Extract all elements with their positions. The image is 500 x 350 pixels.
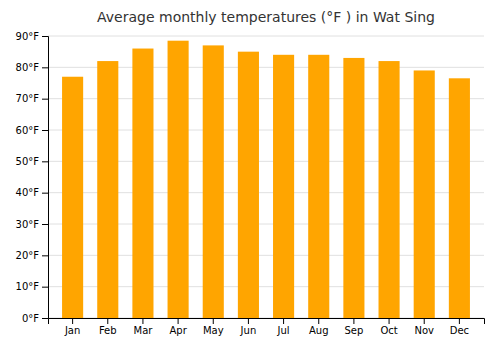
- tick-mark: [424, 318, 425, 324]
- bar: [308, 55, 329, 318]
- tick-label: 0°F: [22, 313, 39, 324]
- x-tick: Jan: [64, 318, 80, 336]
- tick-label: 90°F: [16, 31, 40, 42]
- x-tick: Nov: [414, 318, 434, 336]
- x-tick: Jun: [240, 318, 257, 336]
- tick-mark: [248, 318, 249, 324]
- x-tick: Feb: [99, 318, 117, 336]
- tick-mark: [107, 318, 108, 324]
- chart: Jan Feb Mar Apr May Jun Jul Aug Sep Oct Nov Dec 0°F 1…: [0, 0, 500, 350]
- tick-label: Jan: [64, 325, 80, 336]
- x-tick: May: [203, 318, 224, 336]
- bar: [132, 49, 153, 318]
- tick-label: Feb: [99, 325, 117, 336]
- y-tick: 80°F: [16, 62, 48, 73]
- tick-mark: [142, 318, 143, 324]
- tick-label: 70°F: [16, 93, 40, 104]
- tick-label: Dec: [450, 325, 469, 336]
- bar: [449, 78, 470, 318]
- y-tick: 20°F: [16, 250, 48, 261]
- y-tick: 40°F: [16, 187, 48, 198]
- y-tick: 10°F: [16, 281, 48, 292]
- x-tick: Dec: [450, 318, 469, 336]
- plot: Jan Feb Mar Apr May Jun Jul Aug Sep Oct Nov Dec 0°F 1…: [16, 31, 485, 336]
- bar: [203, 45, 224, 318]
- tick-label: Nov: [414, 325, 434, 336]
- grid-line: [48, 36, 484, 37]
- x-tick: Sep: [344, 318, 363, 336]
- bar: [273, 55, 294, 318]
- tick-mark: [42, 287, 48, 288]
- tick-label: Jul: [277, 325, 290, 336]
- tick-mark: [42, 67, 48, 68]
- bar: [238, 52, 259, 318]
- tick-label: 30°F: [16, 219, 40, 230]
- y-tick: 60°F: [16, 125, 48, 136]
- y-axis: 0°F 10°F 20°F 30°F 40°F 50°F 60°F 70°F 80°F 90°F: [16, 31, 49, 324]
- bar: [379, 61, 400, 318]
- tick-mark: [42, 224, 48, 225]
- tick-mark: [459, 318, 460, 324]
- axis-line: [49, 319, 485, 325]
- axis-line: [42, 37, 49, 319]
- bar: [97, 61, 118, 318]
- y-tick: 30°F: [16, 219, 48, 230]
- bar: [414, 70, 435, 318]
- tick-label: 20°F: [16, 250, 40, 261]
- x-axis: Jan Feb Mar Apr May Jun Jul Aug Sep Oct Nov Dec: [49, 318, 485, 336]
- tick-label: May: [203, 325, 224, 336]
- x-tick: Oct: [380, 318, 397, 336]
- bar: [343, 58, 364, 318]
- tick-label: 60°F: [16, 125, 40, 136]
- tick-mark: [42, 193, 48, 194]
- tick-mark: [318, 318, 319, 324]
- tick-label: Aug: [309, 325, 329, 336]
- tick-mark: [389, 318, 390, 324]
- tick-mark: [178, 318, 179, 324]
- y-tick: 0°F: [22, 313, 48, 324]
- tick-mark: [42, 318, 48, 319]
- tick-mark: [42, 255, 48, 256]
- tick-mark: [42, 130, 48, 131]
- y-tick: 70°F: [16, 93, 48, 104]
- tick-mark: [72, 318, 73, 324]
- tick-label: Sep: [344, 325, 363, 336]
- y-tick: 90°F: [16, 31, 48, 42]
- x-tick: Aug: [309, 318, 329, 336]
- grid: [48, 36, 484, 318]
- bar: [62, 77, 83, 318]
- tick-label: Apr: [169, 325, 187, 336]
- tick-mark: [42, 99, 48, 100]
- tick-label: 10°F: [16, 281, 40, 292]
- bar: [168, 41, 189, 318]
- tick-label: 80°F: [16, 62, 40, 73]
- tick-label: 50°F: [16, 156, 40, 167]
- tick-mark: [42, 36, 48, 37]
- tick-label: Jun: [240, 325, 257, 336]
- title: Average monthly temperatures (°F ) in Wa…: [97, 9, 435, 25]
- tick-label: Oct: [380, 325, 397, 336]
- tick-mark: [42, 161, 48, 162]
- x-tick: Apr: [169, 318, 187, 336]
- bars: [62, 41, 470, 318]
- tick-label: 40°F: [16, 187, 40, 198]
- x-tick: Mar: [133, 318, 153, 336]
- x-tick: Jul: [277, 318, 290, 336]
- tick-mark: [283, 318, 284, 324]
- y-tick: 50°F: [16, 156, 48, 167]
- tick-mark: [213, 318, 214, 324]
- tick-mark: [353, 318, 354, 324]
- tick-label: Mar: [133, 325, 153, 336]
